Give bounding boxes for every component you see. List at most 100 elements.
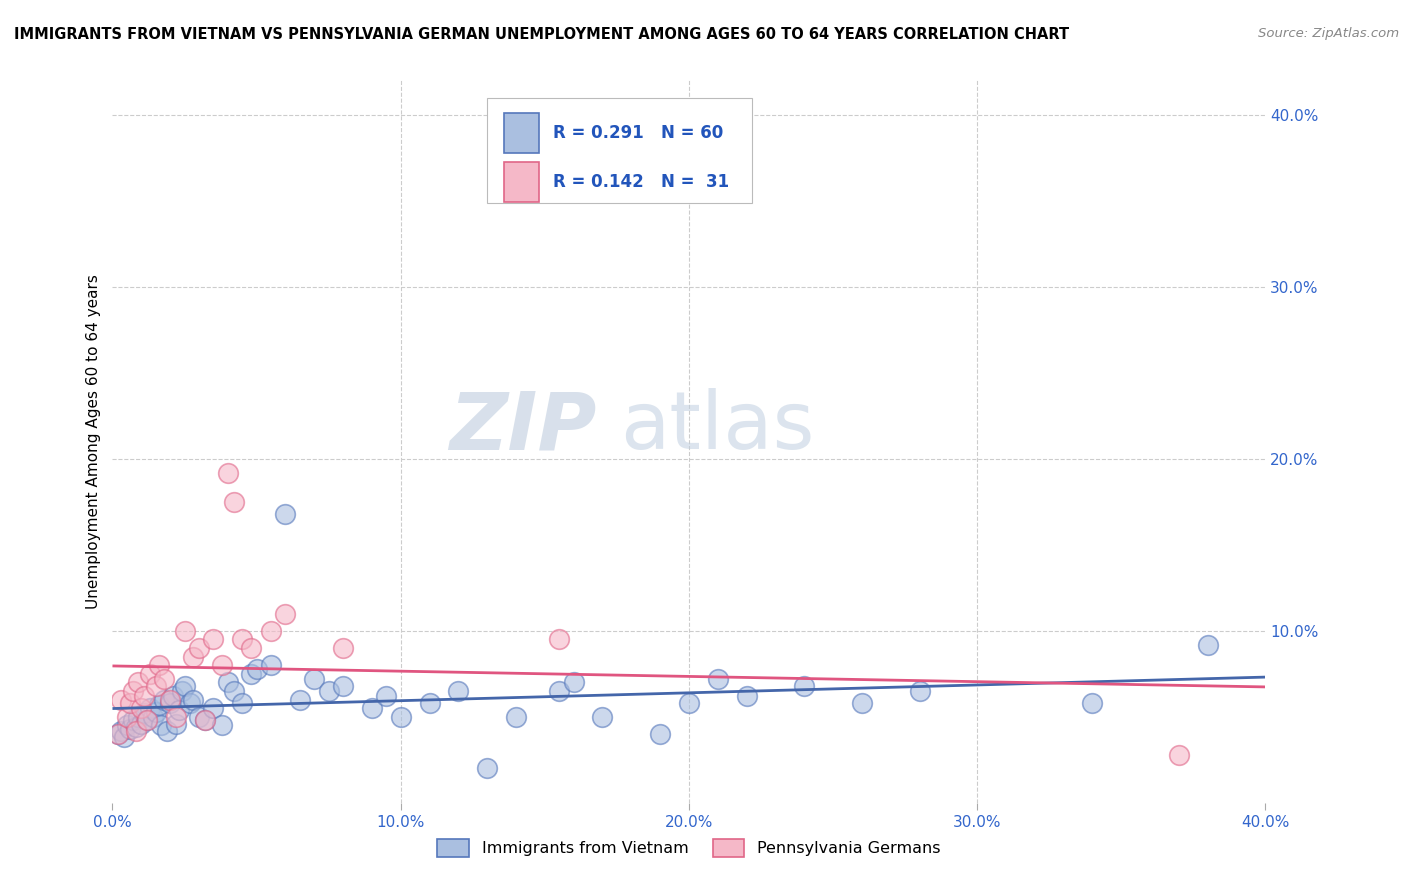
Y-axis label: Unemployment Among Ages 60 to 64 years: Unemployment Among Ages 60 to 64 years (86, 274, 101, 609)
Point (217, 675, 239, 690)
Point (136, 713, 159, 727)
Point (129, 701, 153, 715)
Text: R = 0.142   N =  31: R = 0.142 N = 31 (553, 173, 730, 191)
Point (304, 672, 326, 686)
Point (202, 701, 225, 715)
Point (145, 705, 167, 719)
Text: ZIP: ZIP (450, 388, 596, 467)
Point (332, 679, 354, 693)
Point (318, 684, 340, 698)
Point (142, 710, 165, 724)
Point (260, 624, 283, 638)
Point (124, 723, 146, 738)
Point (139, 666, 162, 681)
Point (375, 689, 398, 703)
Point (127, 710, 149, 724)
Point (181, 649, 204, 664)
Point (179, 696, 201, 710)
Point (447, 684, 470, 698)
Point (121, 713, 143, 727)
Point (148, 658, 170, 673)
Point (159, 692, 181, 706)
Point (505, 710, 527, 724)
Point (107, 727, 129, 741)
Text: IMMIGRANTS FROM VIETNAM VS PENNSYLVANIA GERMAN UNEMPLOYMENT AMONG AGES 60 TO 64 : IMMIGRANTS FROM VIETNAM VS PENNSYLVANIA … (14, 27, 1069, 42)
Point (194, 713, 217, 727)
Point (188, 710, 211, 724)
Bar (505, 162, 538, 202)
Point (211, 658, 233, 673)
Point (148, 698, 170, 712)
Point (118, 696, 141, 710)
Point (211, 718, 233, 732)
Point (110, 692, 132, 706)
Point (139, 701, 162, 715)
Point (165, 710, 187, 724)
Point (136, 713, 159, 727)
Legend: Immigrants from Vietnam, Pennsylvania Germans: Immigrants from Vietnam, Pennsylvania Ge… (430, 832, 948, 863)
Text: R = 0.291   N = 60: R = 0.291 N = 60 (553, 124, 723, 142)
Point (112, 731, 135, 745)
Point (735, 689, 758, 703)
Bar (505, 113, 538, 153)
Point (274, 607, 297, 621)
Point (110, 723, 132, 738)
Point (194, 713, 217, 727)
Point (419, 696, 441, 710)
Point (115, 718, 138, 732)
Text: Source: ZipAtlas.com: Source: ZipAtlas.com (1258, 27, 1399, 40)
Point (121, 684, 143, 698)
Point (107, 727, 129, 741)
Point (118, 722, 141, 736)
Point (592, 710, 614, 724)
Point (202, 632, 225, 647)
Point (678, 696, 700, 710)
Point (231, 632, 253, 647)
Point (150, 718, 173, 732)
Point (239, 640, 262, 655)
Point (650, 727, 672, 741)
Point (548, 632, 571, 647)
Point (1081, 696, 1104, 710)
Point (288, 692, 311, 706)
Point (145, 679, 167, 693)
Point (1167, 747, 1189, 762)
Point (793, 679, 815, 693)
Point (217, 466, 239, 480)
Point (156, 723, 179, 738)
Point (167, 703, 190, 717)
Point (153, 692, 176, 706)
Point (562, 675, 585, 690)
Point (548, 684, 571, 698)
Text: atlas: atlas (620, 388, 814, 467)
Point (170, 684, 193, 698)
Point (908, 684, 931, 698)
Point (246, 662, 269, 676)
Point (173, 624, 195, 638)
Point (260, 658, 283, 673)
Point (222, 684, 245, 698)
Point (389, 710, 412, 724)
Point (475, 761, 499, 775)
FancyBboxPatch shape (488, 98, 752, 203)
Point (181, 692, 204, 706)
Point (165, 716, 187, 731)
Point (173, 679, 195, 693)
Point (134, 689, 156, 703)
Point (134, 706, 156, 721)
Point (129, 716, 153, 731)
Point (115, 710, 138, 724)
Point (1197, 638, 1219, 652)
Point (707, 672, 730, 686)
Point (274, 507, 297, 521)
Point (188, 640, 211, 655)
Point (332, 640, 354, 655)
Point (153, 672, 176, 686)
Point (851, 696, 873, 710)
Point (360, 701, 382, 715)
Point (231, 696, 253, 710)
Point (239, 666, 262, 681)
Point (159, 696, 181, 710)
Point (124, 720, 146, 734)
Point (222, 494, 245, 508)
